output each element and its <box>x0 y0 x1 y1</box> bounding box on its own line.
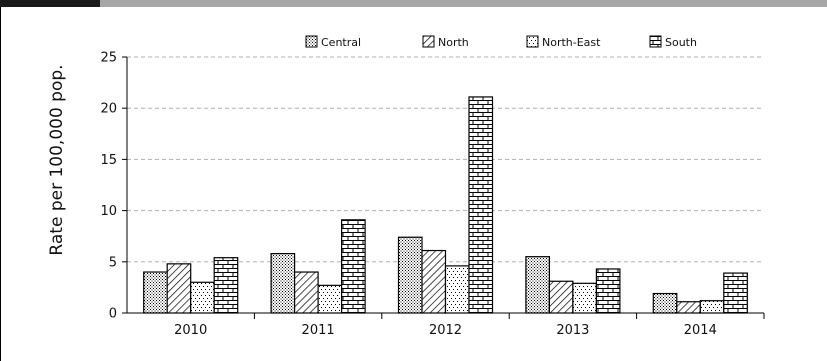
legend: Central North North-East South <box>305 35 697 49</box>
legend-label-south: South <box>665 36 697 49</box>
bar-north-2013 <box>548 280 574 314</box>
y-tick-label: 15 <box>100 153 117 168</box>
legend-swatch-north <box>422 35 435 48</box>
x-tick-label: 2012 <box>429 323 462 338</box>
x-tick-labels: 2010 2011 2012 2013 2014 <box>174 323 717 338</box>
bar-south-2013 <box>595 268 621 314</box>
gridlines <box>127 56 764 263</box>
legend-label-north: North <box>438 36 469 49</box>
y-tick-label: 20 <box>100 102 117 117</box>
y-tick-label: 5 <box>109 255 117 270</box>
bar-central-2011 <box>270 253 296 314</box>
bar-north-2010 <box>166 263 192 314</box>
bar-central-2012 <box>397 236 423 314</box>
x-tick-label: 2013 <box>556 323 589 338</box>
top-band-dark <box>0 0 100 7</box>
legend-swatch-south <box>649 35 662 48</box>
legend-swatch-central <box>305 35 318 48</box>
legend-label-north-east: North-East <box>542 36 601 49</box>
bar-south-2010 <box>213 257 239 314</box>
bar-north-2012 <box>421 249 447 314</box>
x-tick-label: 2010 <box>174 323 207 338</box>
top-band-light <box>100 0 827 7</box>
bar-north-2014 <box>676 301 701 314</box>
bar-north-east-2010 <box>190 281 215 314</box>
bar-south-2011 <box>341 219 366 314</box>
bar-central-2010 <box>143 271 168 314</box>
bar-north-east-2011 <box>317 284 343 314</box>
bar-central-2014 <box>652 292 678 314</box>
x-tick-label: 2014 <box>684 323 717 338</box>
y-axis-label: Rate per 100,000 pop. <box>47 64 67 255</box>
bar-north-east-2012 <box>444 265 470 314</box>
legend-label-central: Central <box>321 36 361 49</box>
bars <box>143 96 748 314</box>
y-tick-label: 25 <box>100 51 117 66</box>
bar-south-2012 <box>468 96 494 314</box>
legend-swatch-north-east <box>526 35 539 48</box>
bar-north-east-2014 <box>699 300 725 314</box>
y-tick-labels: 0 5 10 15 20 25 <box>100 51 117 322</box>
y-tick-label: 10 <box>100 204 117 219</box>
bar-north-east-2013 <box>572 282 598 314</box>
axes <box>122 56 765 319</box>
bar-south-2014 <box>723 272 748 314</box>
bar-central-2013 <box>525 256 551 314</box>
x-tick-label: 2011 <box>302 323 335 338</box>
bar-north-2011 <box>294 271 319 314</box>
y-tick-label: 0 <box>109 307 117 322</box>
